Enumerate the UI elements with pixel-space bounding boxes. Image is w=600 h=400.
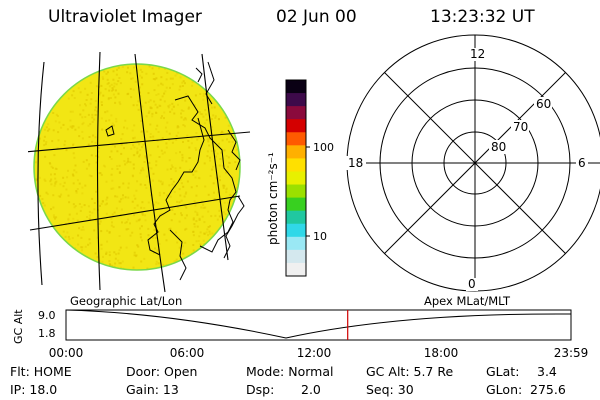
colorbar-cell [286, 236, 306, 251]
mlt-label-6: 6 [578, 156, 586, 170]
coastline [147, 117, 205, 256]
x-tick-label: 00:00 [49, 346, 84, 360]
coastline [169, 229, 187, 281]
dsp-label: Dsp: [246, 382, 275, 397]
lat-label-60: 60 [536, 97, 551, 111]
glat-value: 3.4 [537, 364, 557, 379]
coastline [223, 195, 245, 259]
y-tick-label: 9.0 [38, 309, 56, 322]
dsp-value: 2.0 [301, 382, 321, 397]
gain-status: Gain: 13 [126, 382, 179, 397]
flt-status: Flt: HOME [10, 364, 72, 379]
x-tick-label: 12:00 [297, 346, 332, 360]
colorbar-cell [286, 119, 306, 133]
glon-value: 275.6 [530, 382, 566, 397]
colorbar-cell [286, 262, 306, 277]
colorbar-cell [286, 145, 306, 159]
y-axis-title: GC Alt [12, 309, 25, 344]
mlt-label-12: 12 [470, 47, 485, 61]
colorbar-cell [286, 80, 306, 94]
colorbar-cell [286, 210, 306, 225]
colorbar-unit-label: photon cm⁻²s⁻¹ [266, 152, 280, 245]
globe-disk [34, 64, 240, 270]
x-tick-label: 23:59 [554, 346, 589, 360]
coastline [195, 67, 203, 83]
lat-label-80: 80 [491, 140, 506, 154]
ip-status: IP: 18.0 [10, 382, 58, 397]
coastline [205, 61, 215, 105]
latitude-line [29, 195, 241, 231]
mlt-label-0: 0 [468, 277, 476, 291]
time-label: 13:23:32 UT [430, 7, 535, 27]
altitude-curve [65, 309, 572, 339]
longitude-line [134, 53, 166, 293]
coastline [227, 129, 241, 171]
seq-status: Seq: 30 [366, 382, 414, 397]
x-tick-label: 06:00 [170, 346, 205, 360]
colorbar-cell [286, 171, 306, 186]
apex-label: Apex MLat/MLT [424, 294, 511, 308]
image-speckle-texture [34, 65, 240, 270]
colorbar-cell [286, 132, 306, 146]
coastline [105, 125, 115, 137]
colorbar-tick-label: 10 [313, 230, 327, 243]
glat-label: GLat: [486, 364, 520, 379]
instrument-title: Ultraviolet Imager [48, 7, 202, 27]
glon-label: GLon: [486, 382, 523, 397]
mode-status: Mode: Normal [246, 364, 334, 379]
longitude-line [37, 61, 45, 286]
longitude-line [201, 53, 229, 261]
colorbar-cell [286, 223, 306, 238]
gc-alt-status: GC Alt: 5.7 Re [366, 364, 454, 379]
date-label: 02 Jun 00 [276, 7, 357, 27]
colorbar-tick-label: 100 [313, 141, 334, 154]
door-status: Door: Open [126, 364, 198, 379]
coastline [174, 95, 237, 253]
colorbar-frame [285, 79, 307, 277]
mlt-label-18: 18 [348, 156, 363, 170]
colorbar-cell [286, 106, 306, 120]
geographic-label: Geographic Lat/Lon [70, 294, 183, 308]
altitude-frame [65, 309, 572, 341]
lat-label-70: 70 [513, 120, 528, 134]
longitude-line [96, 51, 101, 291]
y-tick-label: 1.8 [38, 327, 56, 340]
colorbar-cell [286, 93, 306, 107]
colorbar-cell [286, 197, 306, 212]
x-tick-label: 18:00 [424, 346, 459, 360]
colorbar-cell [286, 249, 306, 264]
colorbar-cell [286, 184, 306, 199]
colorbar-cell [286, 158, 306, 172]
globe-limb [33, 63, 241, 271]
